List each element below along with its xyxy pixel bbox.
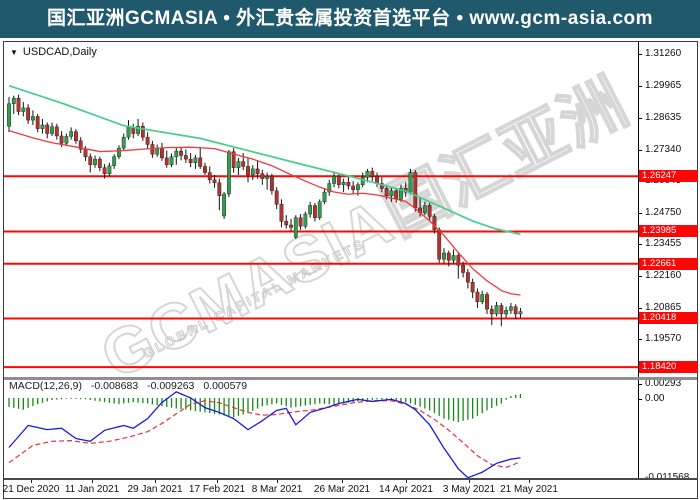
- price-tick: [639, 85, 642, 87]
- macd-main-line: [8, 391, 521, 478]
- ma-red-line: [8, 129, 521, 296]
- macd-value-hist: 0.000579: [203, 380, 248, 392]
- brand-banner: 国汇亚洲GCMASIA • 外汇贵金属投资首选平台 • www.gcm-asia…: [0, 0, 700, 38]
- date-tick-label: 26 Mar 2021: [313, 484, 371, 495]
- macd-signal-line: [8, 400, 521, 469]
- price-line-label: 1.26247: [639, 170, 698, 183]
- macd-indicator-label: MACD(12,26,9) -0.008683 -0.009263 0.0005…: [9, 380, 253, 392]
- date-tick-label: 11 Jan 2021: [64, 484, 120, 495]
- price-line-label: 1.18420: [639, 361, 698, 374]
- symbol-label[interactable]: ▼ USDCAD,Daily: [10, 46, 97, 58]
- date-tick: [155, 480, 156, 483]
- symbol-label-text: USDCAD,Daily: [22, 46, 97, 58]
- price-tick-label: 1.27340: [645, 143, 682, 155]
- macd-tick-label: -0.011568: [645, 472, 689, 483]
- date-tick: [529, 480, 530, 483]
- date-tick: [342, 480, 343, 483]
- macd-tick: [639, 384, 642, 385]
- price-tick: [639, 212, 642, 214]
- date-tick: [92, 480, 93, 483]
- macd-histogram: [8, 393, 522, 423]
- price-tick-label: 1.22160: [645, 269, 682, 281]
- date-axis[interactable]: 21 Dec 2020 11 Jan 2021 29 Jan 2021 17 Feb …: [2, 480, 697, 498]
- date-axis-border: [4, 478, 697, 480]
- date-tick-label: 3 May 2021: [442, 484, 496, 495]
- date-tick: [406, 480, 407, 483]
- price-line-label: 1.22661: [639, 257, 698, 270]
- price-tick: [639, 54, 642, 55]
- date-tick: [31, 480, 32, 483]
- macd-tick: [639, 399, 642, 400]
- price-tick: [639, 339, 642, 341]
- price-tick-label: 1.29965: [645, 79, 682, 91]
- candle-bodies: [7, 97, 523, 315]
- price-tick-label: 1.23455: [645, 238, 682, 250]
- date-tick-label: 29 Jan 2021: [127, 484, 183, 495]
- date-tick: [277, 480, 278, 483]
- price-tick-label: 1.24750: [645, 206, 682, 218]
- macd-tick-label: 0.00: [645, 393, 665, 404]
- price-tick: [639, 118, 642, 120]
- price-line-label: 1.20418: [639, 312, 698, 325]
- price-tick: [639, 275, 642, 277]
- candle-wicks: [8, 94, 521, 327]
- price-axis[interactable]: 1.312601.299651.286351.273401.260451.247…: [639, 42, 698, 483]
- macd-value-signal: -0.009263: [147, 380, 195, 392]
- price-tick: [639, 149, 642, 151]
- macd-chart[interactable]: [4, 380, 638, 478]
- price-tick-label: 1.28635: [645, 112, 682, 124]
- date-tick-label: 21 Dec 2020: [2, 484, 60, 495]
- date-tick-label: 8 Mar 2021: [251, 484, 303, 495]
- price-tick-label: 1.31260: [645, 48, 682, 59]
- macd-value-main: -0.008683: [90, 380, 139, 392]
- banner-text: 国汇亚洲GCMASIA • 外汇贵金属投资首选平台 • www.gcm-asia…: [46, 8, 654, 29]
- price-tick-label: 1.19570: [645, 333, 682, 345]
- price-tick-label: 1.20865: [645, 301, 682, 313]
- date-tick-label: 14 Apr 2021: [379, 484, 433, 495]
- date-tick-label: 17 Feb 2021: [188, 484, 246, 495]
- date-tick: [469, 480, 470, 483]
- ma-green-line: [8, 84, 521, 236]
- price-axis-border: [638, 42, 639, 480]
- triangle-down-icon: ▼: [10, 47, 18, 57]
- price-tick: [639, 244, 642, 246]
- price-tick: [639, 307, 642, 309]
- macd-name: MACD(12,26,9): [9, 380, 82, 392]
- pane-splitter[interactable]: [4, 377, 697, 380]
- price-chart[interactable]: [4, 42, 638, 377]
- chart-window: GCMASIA国汇亚洲 GLOBAL CAPITAL MARKETS ▼ USD…: [3, 41, 698, 499]
- macd-tick-label: 0.00293: [645, 378, 682, 389]
- date-tick: [217, 480, 218, 483]
- price-line-label: 1.23985: [639, 225, 698, 238]
- date-tick-label: 21 May 2021: [500, 484, 558, 495]
